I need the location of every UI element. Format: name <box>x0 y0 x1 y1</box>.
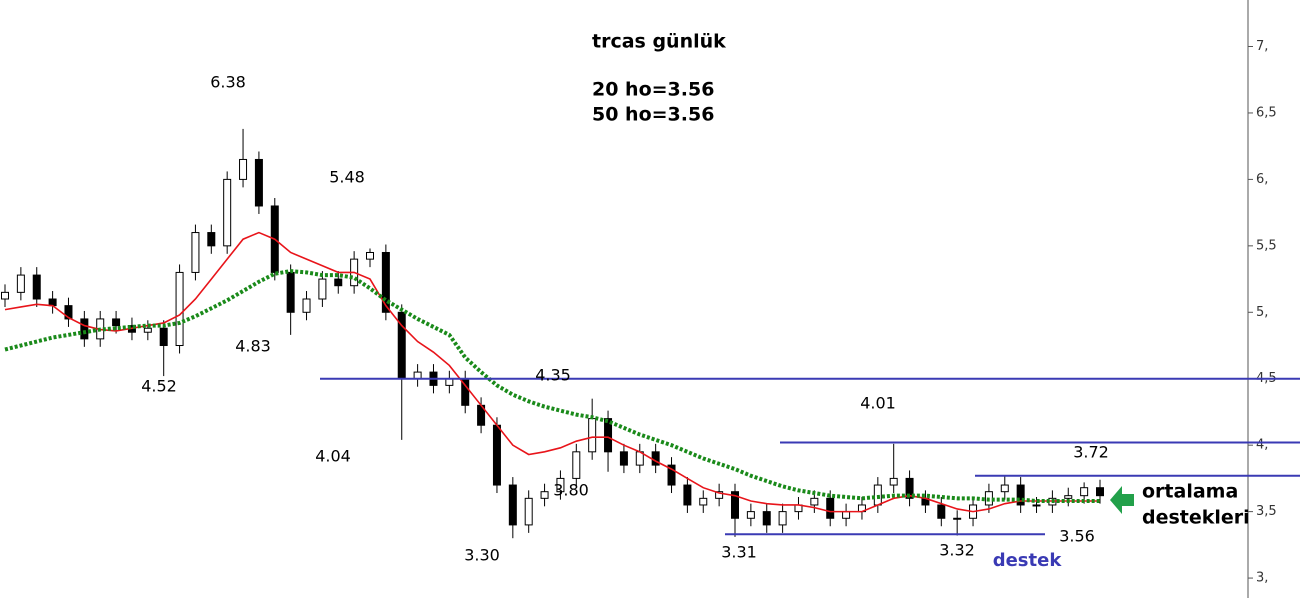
candle-body <box>953 517 962 520</box>
candle-body <box>699 497 708 506</box>
candle-body <box>1 291 9 300</box>
candle-body <box>508 484 517 526</box>
candle-body <box>381 251 390 313</box>
candle-body <box>239 158 248 180</box>
candle-body <box>334 278 343 287</box>
candle-body <box>762 511 771 526</box>
candle-body <box>889 477 898 486</box>
callout: destekleri <box>1142 507 1250 529</box>
candle-body <box>683 484 692 506</box>
y-tick-label: 5,5 <box>1256 238 1277 253</box>
candle-body <box>64 305 73 320</box>
annotation: 3.80 <box>553 481 589 500</box>
candle-body <box>619 451 628 466</box>
candle-body <box>540 491 549 499</box>
y-tick-label: 5, <box>1256 305 1268 320</box>
candle-body <box>715 491 724 499</box>
candle-body <box>826 497 835 519</box>
support-label: destek <box>993 550 1063 571</box>
chart-title: trcas günlük <box>592 31 726 53</box>
candle-body <box>1096 487 1104 497</box>
annotation: 6.38 <box>210 73 246 92</box>
candle-body <box>556 477 565 493</box>
moving-average <box>4 269 1100 503</box>
candle-body <box>223 178 232 247</box>
candle-body <box>937 504 946 519</box>
candle-body <box>588 418 597 453</box>
annotation: 4.52 <box>141 377 177 396</box>
candle-body <box>905 477 914 499</box>
candle-body <box>1064 495 1073 499</box>
candle-body <box>302 298 311 313</box>
candle-body <box>667 464 676 486</box>
y-tick-label: 7, <box>1256 39 1268 54</box>
candle-body <box>16 274 25 293</box>
callout: ortalama <box>1142 481 1238 503</box>
annotation: 4.04 <box>315 447 351 466</box>
candle-body <box>1016 484 1025 506</box>
subtitle: 50 ho=3.56 <box>592 104 714 126</box>
candle-body <box>254 158 263 207</box>
candle-body <box>524 497 533 526</box>
candle-body <box>207 232 216 247</box>
candle-body <box>112 318 121 327</box>
y-tick-label: 6, <box>1256 172 1268 187</box>
candle-body <box>175 271 184 347</box>
annotation: 3.56 <box>1059 527 1095 546</box>
candle-body <box>159 327 168 347</box>
annotation: 3.30 <box>464 546 500 565</box>
annotation: 5.48 <box>329 168 365 187</box>
arrow <box>1110 486 1134 514</box>
candle-body <box>318 278 327 300</box>
candle-body <box>492 424 501 486</box>
candle-body <box>810 497 819 506</box>
y-tick-label: 3, <box>1256 571 1268 586</box>
candle-body <box>143 327 152 333</box>
annotation: 4.01 <box>860 394 896 413</box>
candle-body <box>1000 484 1009 493</box>
subtitle: 20 ho=3.56 <box>592 79 714 101</box>
candle-body <box>286 271 295 313</box>
candle-body <box>80 318 89 340</box>
candle-body <box>191 232 200 273</box>
candle-body <box>778 511 787 526</box>
candle-body <box>604 418 613 453</box>
annotation: 4.35 <box>535 366 571 385</box>
candle-body <box>731 491 739 519</box>
annotation: 3.31 <box>721 543 757 562</box>
candle-body <box>1080 487 1089 497</box>
annotation: 3.72 <box>1073 443 1109 462</box>
y-tick-label: 3,5 <box>1256 504 1277 519</box>
candle-body <box>842 511 851 519</box>
candle-body <box>746 511 755 519</box>
annotation: 3.32 <box>939 541 975 560</box>
candle-body <box>1032 504 1041 507</box>
candle-body <box>366 251 374 260</box>
annotation: 4.83 <box>235 337 271 356</box>
y-tick-label: 4, <box>1256 438 1268 453</box>
candle-body <box>572 451 581 479</box>
candle-body <box>32 274 41 300</box>
y-tick-label: 6,5 <box>1256 105 1277 120</box>
